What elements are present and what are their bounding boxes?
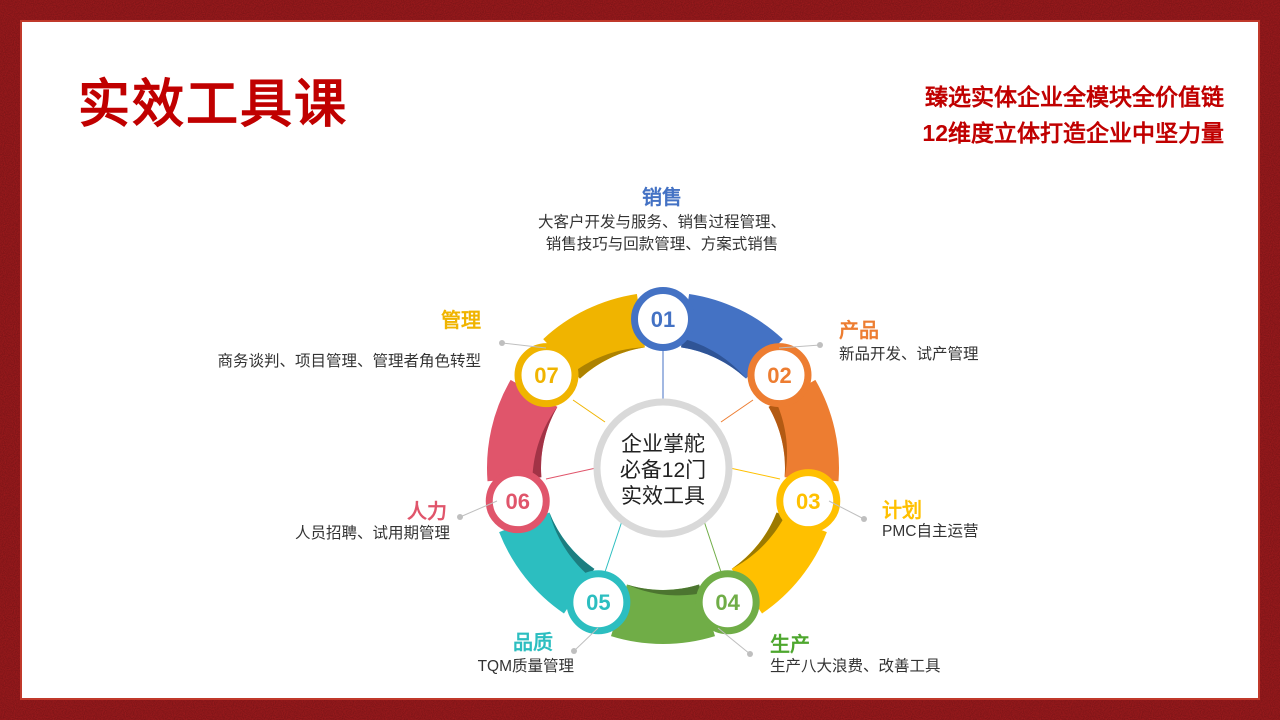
svg-text:实效工具: 实效工具	[621, 485, 705, 508]
svg-text:06: 06	[505, 489, 529, 514]
svg-text:必备12门: 必备12门	[620, 459, 706, 482]
svg-text:05: 05	[586, 590, 610, 615]
svg-text:01: 01	[651, 307, 675, 332]
svg-text:03: 03	[796, 489, 820, 514]
svg-text:04: 04	[715, 590, 740, 615]
svg-text:企业掌舵: 企业掌舵	[621, 433, 705, 456]
svg-text:07: 07	[534, 363, 558, 388]
svg-text:02: 02	[767, 363, 791, 388]
